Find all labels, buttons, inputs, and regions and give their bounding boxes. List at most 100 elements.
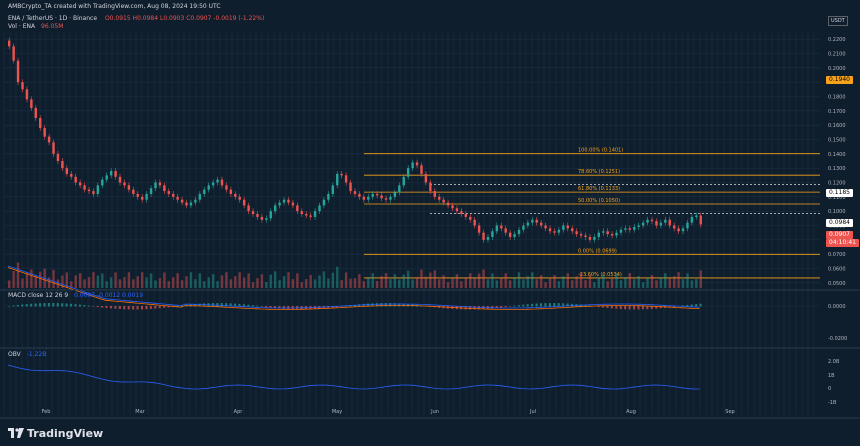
macd-legend[interactable]: MACD close 12 26 9 0.0007 -0.0012 0.0019 [8,292,143,299]
macd-histogram-bar [371,303,374,307]
volume-bar [411,279,414,288]
candle-body [70,173,73,177]
candle-body [633,226,636,230]
candle-body [92,191,95,194]
candle-body [309,215,312,217]
volume-bar [650,275,654,288]
fib-label: 61.80% (0.1133) [578,186,620,192]
volume-bar [34,275,37,288]
volume-bar [584,280,587,288]
candle-body [305,214,308,216]
candle-body [149,188,153,194]
candle-body [83,185,86,190]
candle-body [495,225,499,232]
volume-bar [92,272,95,288]
macd-histogram-bar [473,306,476,310]
fib-label: -23.60% (0.0534) [578,272,622,278]
candle-body [167,191,170,194]
obv-tick-label: 1B [828,373,835,379]
volume-bar [194,279,197,288]
y-tick-label: 0.0700 [828,252,846,258]
x-tick-label: Jul [529,409,536,415]
volume-bar [695,279,698,288]
volume-bar [118,279,122,288]
volume-bar [203,281,206,288]
macd-histogram-bar [491,306,494,309]
volume-bar [477,273,481,288]
volume-bar [371,273,374,288]
y-tick-label: 0.0600 [828,267,846,273]
macd-histogram-bar [220,303,223,307]
volume-bar [588,275,592,288]
candle-body [198,193,202,200]
candle-body [406,168,410,177]
volume-bar [163,272,166,288]
macd-histogram-bar [571,303,574,307]
macd-histogram-bar [469,306,472,310]
volume-bar [39,271,42,288]
candle-body [389,196,392,200]
volume-bar [172,277,175,288]
candle-body [593,236,596,240]
volume-bar [566,273,569,288]
candle-body [194,199,197,203]
fib-label: 78.60% (0.1251) [578,169,620,175]
candle-body [641,222,645,226]
candle-body [180,199,184,203]
y-tick-label: 0.1600 [828,123,846,129]
candle-body [52,142,55,154]
macd-histogram-bar [194,304,197,307]
macd-histogram-bar [198,303,201,307]
symbol-title[interactable]: ENA / TetherUS · 1D · Binance O0.0915 H0… [8,15,264,22]
candle-body [296,205,299,212]
macd-histogram-bar [30,303,33,307]
candle-body [624,228,627,230]
macd-histogram-bar [655,306,658,309]
macd-histogram-bar [531,303,534,307]
macd-histogram-bar [402,303,405,307]
macd-histogram-bar [690,304,693,307]
candle-body [517,229,521,235]
macd-histogram-bar [375,303,378,307]
x-tick-label: Aug [626,409,636,415]
volume-bar [389,279,392,288]
volume-bar [544,282,547,288]
candle-body [154,182,157,189]
volume-bar [12,271,15,288]
volume-bar [336,266,339,288]
candle-body [225,185,228,190]
y-tick-label: 0.1300 [828,166,846,172]
macd-histogram-bar [668,306,671,308]
volume-bar [114,272,117,288]
volume-bar [517,272,521,288]
macd-histogram-bar [380,303,383,307]
macd-tick-label: -0.0200 [828,336,847,342]
volume-bar [433,270,436,288]
candle-body [216,179,219,183]
macd-histogram-bar [21,304,24,307]
candle-body [340,173,343,176]
macd-histogram-bar [25,304,28,307]
candle-body [105,175,108,180]
candle-body [132,189,135,194]
volume-bar [101,273,104,288]
candle-body [375,193,379,196]
obv-legend[interactable]: OBV -1.22B [8,351,46,358]
candle-body [353,191,357,194]
candle-body [380,195,383,199]
candle-body [242,199,246,206]
volume-legend[interactable]: Vol · ENA 96.05M [8,23,63,30]
candle-body [606,231,609,235]
volume-bar [508,280,512,288]
volume-bar [353,278,357,288]
fib-ref-price-badge: 0.1940 [826,76,853,84]
volume-bar [491,273,494,288]
close-price-badge: 0.0907 [826,231,853,239]
volume-bar [154,280,157,288]
volume-bar [375,281,379,288]
fib-label: 0.00% (0.0699) [578,248,617,254]
candle-body [331,185,335,194]
currency-button[interactable]: USDT [828,16,848,26]
candle-body [127,185,131,190]
